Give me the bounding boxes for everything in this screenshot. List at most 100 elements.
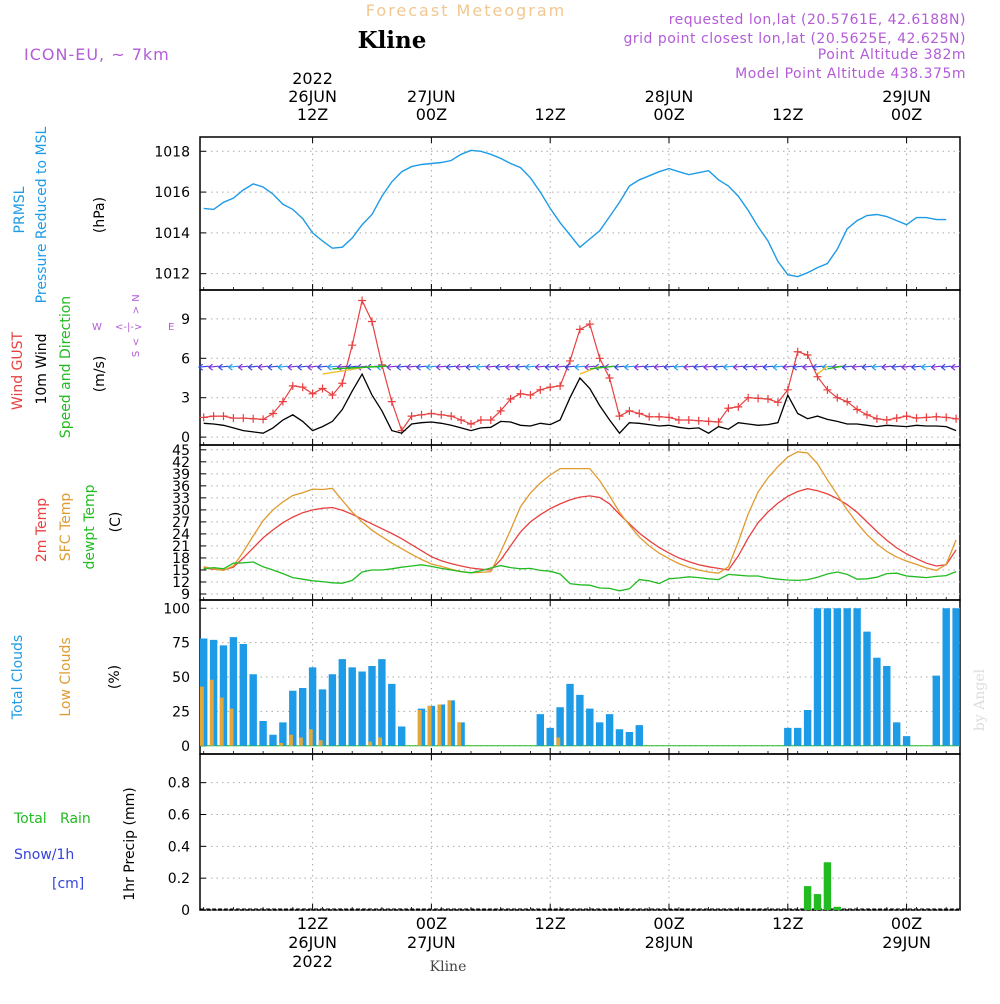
gust-marker — [754, 394, 763, 403]
gust-marker — [516, 389, 525, 398]
wind-direction-arrow — [198, 363, 209, 371]
gust-marker — [793, 347, 802, 356]
total-clouds-bar — [259, 721, 267, 746]
gust-marker — [665, 413, 673, 422]
temp-2m-line — [203, 488, 957, 571]
temp-sfc-line — [203, 451, 957, 574]
wind-legend: Wind GUST 10m Wind Speed and Direction (… — [10, 294, 174, 438]
gust-marker — [566, 356, 574, 365]
low-clouds-bar — [556, 737, 561, 746]
wind-line — [203, 372, 957, 435]
low-clouds-bar — [229, 708, 234, 746]
y-tick-label: 0.4 — [168, 839, 190, 855]
precip-panel: 0 0.2 0.4 0.6 0.8 — [168, 753, 961, 919]
wind-direction-arrow — [911, 363, 922, 371]
wind-direction-arrow — [406, 363, 417, 371]
gust-marker — [694, 416, 703, 425]
gust-marker — [269, 409, 277, 418]
total-clouds-bar — [249, 674, 257, 746]
wind-direction-arrow — [861, 363, 873, 371]
y-tick-label: 30 — [172, 503, 190, 519]
wind-direction-segment — [332, 365, 388, 370]
wind-direction-arrow — [940, 363, 952, 371]
total-clouds-bar — [378, 659, 386, 746]
wind-direction-arrow — [465, 363, 477, 371]
total-clouds-bar — [566, 683, 574, 746]
time-axis-label: 12Z — [297, 105, 328, 124]
gust-marker — [259, 415, 268, 424]
low-clouds-bar — [447, 700, 452, 746]
wind-direction-arrow — [317, 363, 328, 371]
prmsl-line — [203, 149, 947, 278]
wind-direction-arrow — [218, 363, 229, 371]
wind-direction-arrow — [505, 363, 516, 371]
wind-direction-arrow — [485, 363, 496, 371]
low-clouds-bar — [299, 737, 303, 746]
total-rain-label: Total Rain — [13, 811, 91, 827]
gust-marker — [556, 381, 565, 390]
y-tick-label: 3 — [181, 391, 190, 407]
prmsl-label: PRMSL — [12, 186, 28, 233]
total-clouds-bar — [308, 667, 317, 746]
gust-marker — [387, 397, 396, 406]
wind-direction-arrow — [633, 363, 645, 371]
low-clouds-bar — [289, 734, 293, 746]
low-clouds-bar — [427, 705, 432, 746]
low-clouds-label: Low Clouds — [58, 637, 74, 716]
wind-direction-arrow — [881, 363, 892, 371]
dewpt-line — [203, 561, 957, 592]
gust-marker — [764, 395, 772, 404]
wind-direction-arrow — [624, 363, 635, 371]
wind-direction-arrow — [297, 363, 308, 371]
time-axis-label: 12Z — [535, 105, 566, 124]
gust-marker — [457, 416, 466, 425]
total-clouds-bar — [823, 608, 832, 746]
y-tick-label: 1016 — [154, 185, 190, 201]
wind-direction-arrow — [534, 363, 546, 371]
total-clouds-bar — [596, 722, 604, 746]
low-clouds-bar — [308, 729, 313, 746]
gust-marker — [605, 374, 614, 383]
gust-marker — [249, 414, 258, 423]
low-clouds-bar — [219, 697, 224, 746]
wind-direction-arrow — [544, 363, 556, 371]
y-tick-label: 36 — [172, 479, 190, 495]
y-tick-label: 0.6 — [168, 807, 190, 823]
time-axis-label: 27JUN — [407, 933, 456, 952]
wind-direction-arrow — [574, 363, 585, 371]
gust-marker — [486, 416, 495, 425]
wind-direction-arrow — [396, 363, 407, 371]
total-clouds-bar — [338, 659, 346, 746]
wind-direction-arrow — [426, 363, 437, 371]
time-axis-label: 12Z — [535, 914, 566, 933]
low-clouds-bar — [457, 722, 462, 746]
wind-direction-arrow — [653, 363, 665, 371]
y-tick-label: 39 — [172, 467, 190, 483]
gust-marker — [863, 410, 871, 419]
gust-marker — [298, 383, 307, 392]
panel-frame — [199, 136, 961, 291]
wind-direction-arrow — [525, 363, 536, 371]
time-axis-label: 00Z — [416, 914, 447, 933]
point-altitude: Point Altitude 382m — [818, 47, 966, 63]
wind-direction-arrow — [891, 363, 902, 371]
y-tick-label: 42 — [172, 455, 190, 471]
gust-marker — [209, 412, 218, 421]
gust-marker — [724, 404, 733, 413]
gust-marker — [942, 413, 951, 422]
rain-bar — [823, 862, 832, 910]
y-tick-label: 50 — [172, 670, 190, 686]
wind-direction-arrow — [247, 363, 259, 371]
compass-center: <-|-> — [115, 322, 142, 333]
wind-speed-dir-label: Speed and Direction — [58, 296, 74, 438]
y-tick-label: 75 — [172, 636, 190, 652]
total-clouds-bar — [625, 732, 634, 746]
wind-direction-arrow — [802, 363, 813, 371]
time-axis-label: 12Z — [772, 105, 803, 124]
total-clouds-bar — [398, 726, 406, 746]
temp-dewpt-label: dewpt Temp — [82, 484, 98, 569]
total-clouds-bar — [902, 736, 911, 746]
gust-marker — [526, 391, 535, 400]
wind-direction-arrow — [713, 363, 724, 371]
